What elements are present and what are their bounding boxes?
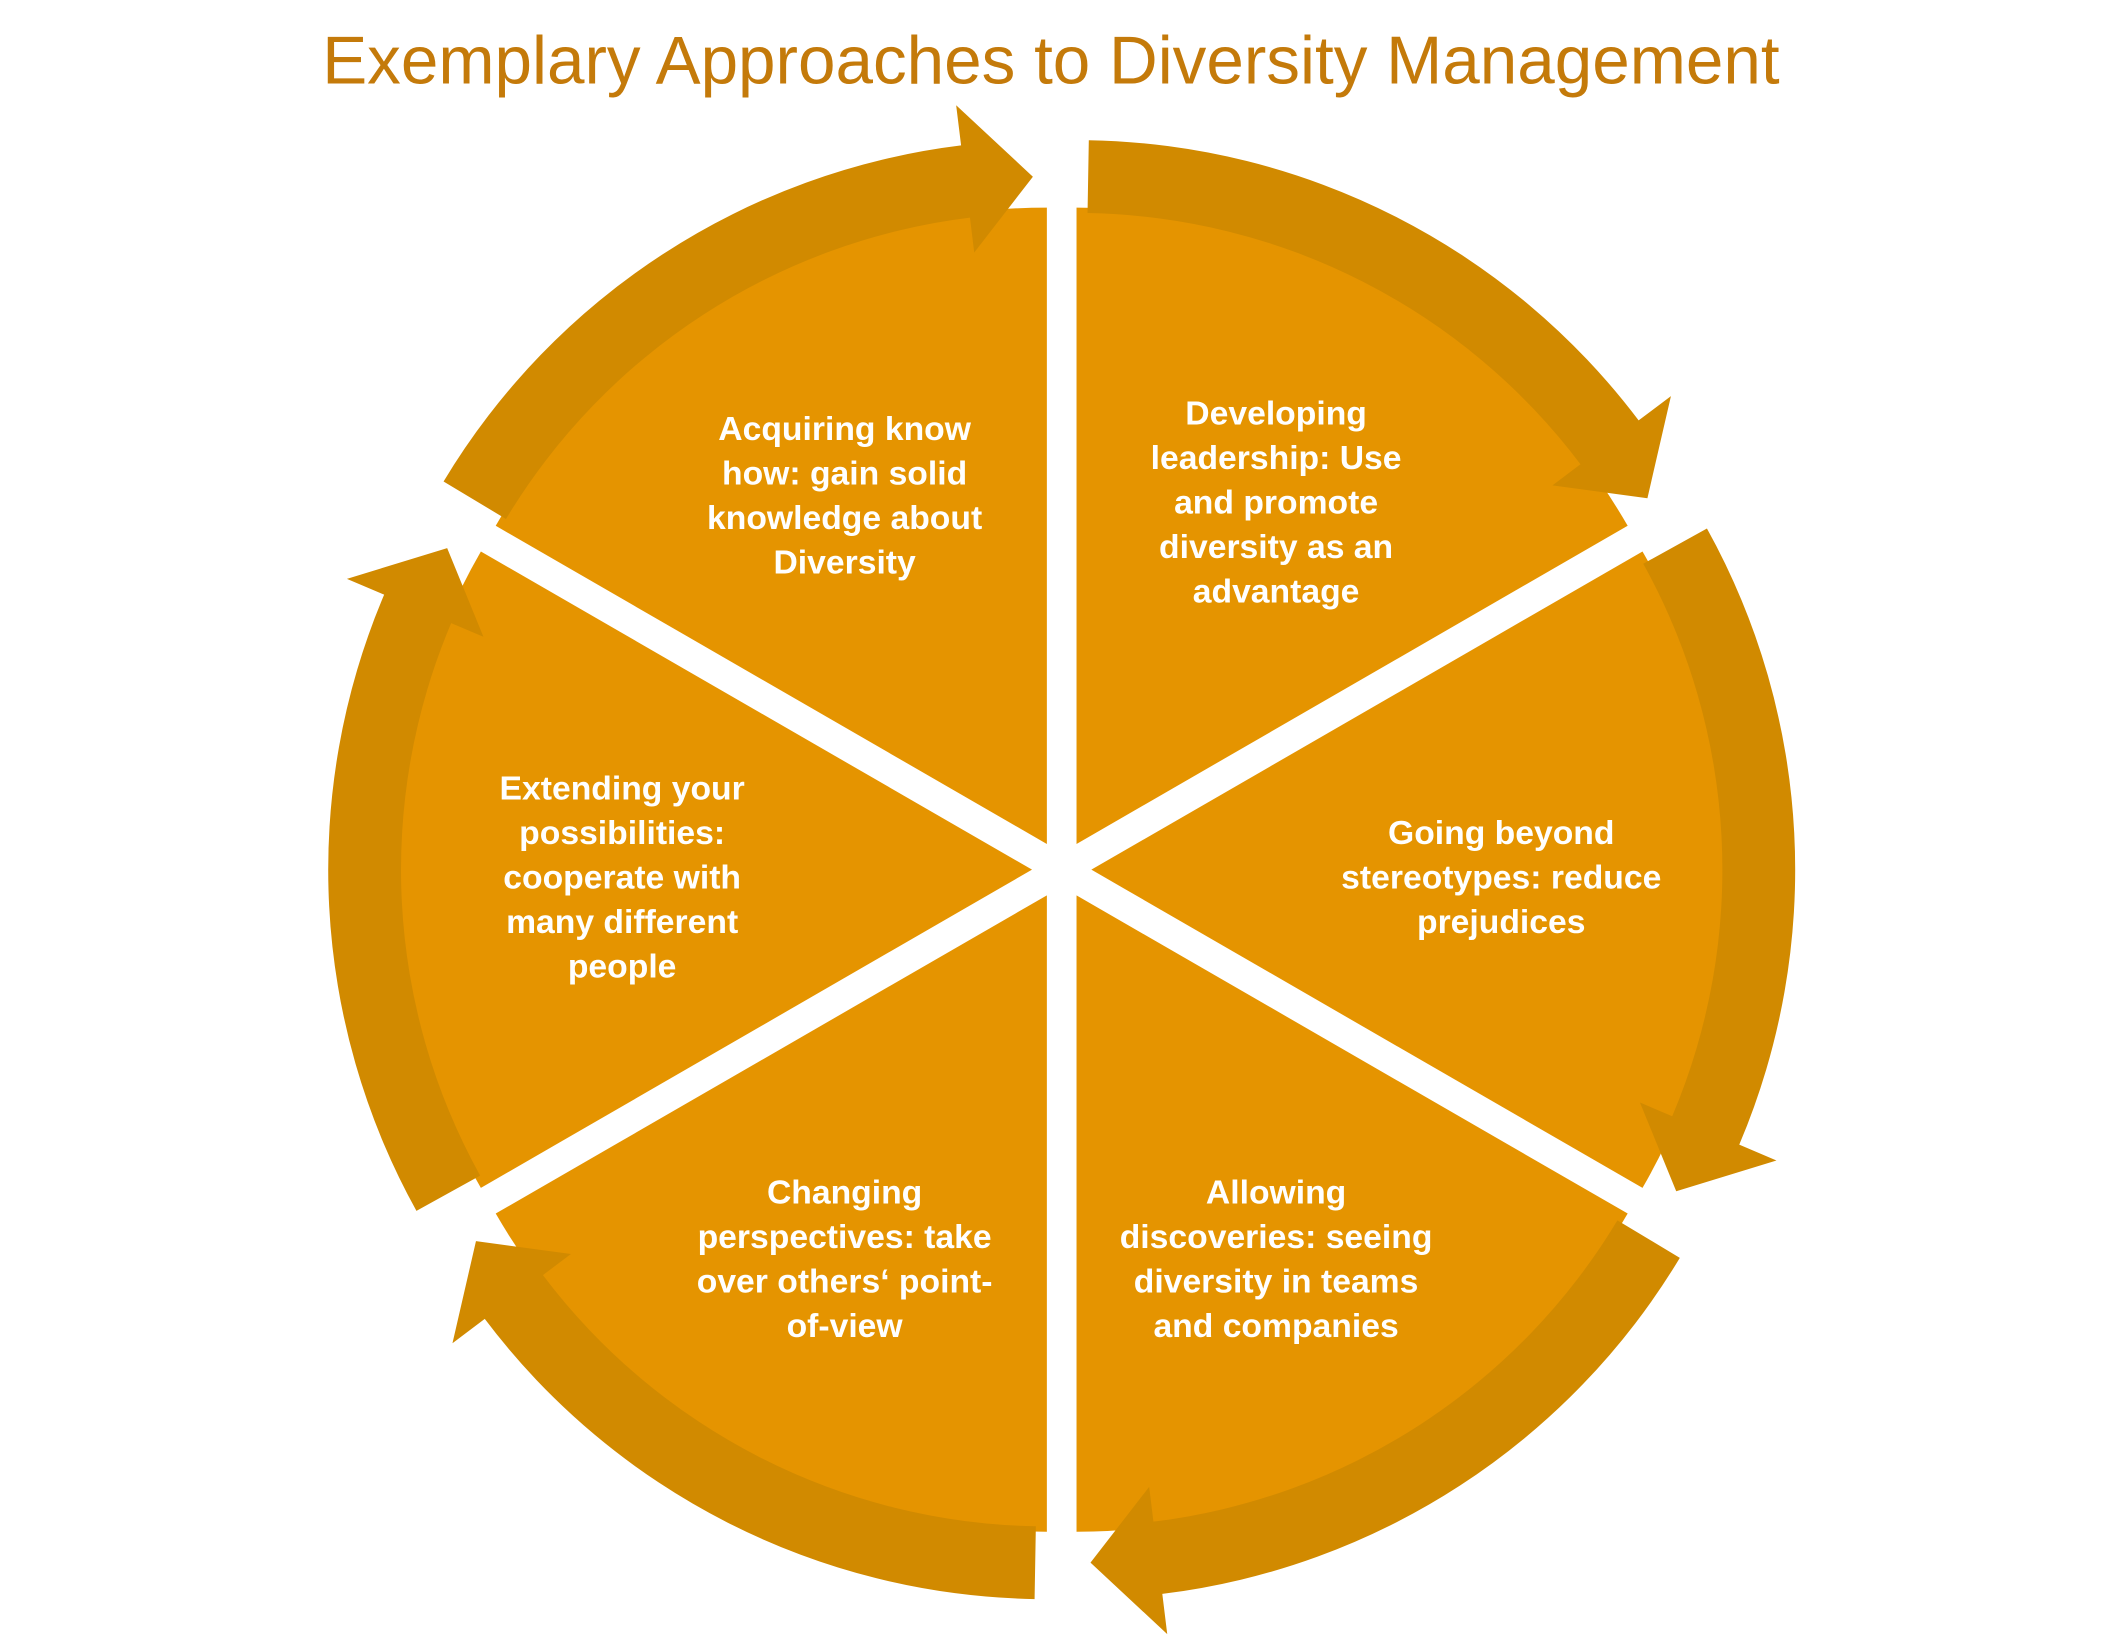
segment-label-line: Extending your [500, 770, 745, 808]
segment-label: Allowing discoveries: seeing diversity in … [1120, 1173, 1433, 1344]
segment-label-line: Changing [767, 1173, 922, 1211]
segment-wedge [395, 551, 1033, 1188]
segment-label-line: over others‘ point- [697, 1262, 993, 1300]
segment-going-beyond-stereotypes: Going beyond stereotypes: reduce prejudice… [1091, 528, 1796, 1192]
clockwise-arrow-icon [1639, 528, 1796, 1192]
segment-label-line: people [568, 948, 677, 986]
segment-label-line: and companies [1153, 1307, 1398, 1345]
segment-label-line: Going beyond [1388, 814, 1614, 852]
segment-extending-possibilities: Extending your possibilities: cooperate wi… [328, 548, 1033, 1211]
segment-label-line: Allowing [1206, 1173, 1346, 1211]
segment-label-line: discoveries: seeing [1120, 1218, 1433, 1256]
segment-label-line: Developing [1185, 395, 1367, 433]
segment-label-line: diversity in teams [1134, 1262, 1419, 1300]
segment-label-line: Acquiring know [718, 410, 971, 448]
segment-label-line: cooperate with [503, 859, 741, 897]
segment-label-line: leadership: Use [1151, 439, 1402, 477]
segment-developing-leadership: Developing leadership: Use and promote dive… [1076, 140, 1671, 844]
segment-label-line: stereotypes: reduce [1341, 859, 1661, 897]
clockwise-arrow-icon [452, 1241, 1036, 1600]
segment-label-line: of-view [787, 1307, 904, 1345]
segment-allowing-discoveries: Allowing discoveries: seeing diversity in … [1076, 895, 1680, 1635]
segment-label-line: possibilities: [519, 814, 725, 852]
segment-label-line: many different [506, 903, 738, 941]
segment-label-line: how: gain solid [722, 455, 967, 493]
segment-label-line: prejudices [1417, 903, 1586, 941]
segment-wedge [1091, 551, 1728, 1188]
clockwise-arrow-icon [1090, 1220, 1680, 1635]
clockwise-arrow-icon [1087, 140, 1671, 499]
clockwise-arrow-icon [443, 105, 1033, 519]
segment-label-line: diversity as an [1159, 528, 1393, 566]
segment-label: Going beyond stereotypes: reduce prejudice… [1341, 814, 1661, 941]
segment-label: Acquiring know how: gain solid knowledge a… [707, 410, 982, 581]
segments-group: Developing leadership: Use and promote dive… [328, 105, 1796, 1635]
segment-label-line: perspectives: take [698, 1218, 992, 1256]
segment-label-line: advantage [1193, 573, 1360, 611]
segment-label: Changing perspectives: take over others‘ p… [697, 1173, 993, 1344]
clockwise-arrow-icon [328, 548, 484, 1211]
segment-label-line: and promote [1174, 484, 1378, 522]
diagram-title: Exemplary Approaches to Diversity Manage… [322, 24, 1780, 99]
segment-acquiring-know-how: Acquiring know how: gain solid knowledge a… [443, 105, 1047, 844]
segment-changing-perspectives: Changing perspectives: take over others‘ p… [452, 895, 1047, 1600]
segment-label-line: knowledge about [707, 499, 982, 537]
segment-label: Extending your possibilities: cooperate wi… [500, 770, 745, 986]
segment-label: Developing leadership: Use and promote dive… [1151, 395, 1402, 611]
segment-label-line: Diversity [773, 544, 916, 582]
